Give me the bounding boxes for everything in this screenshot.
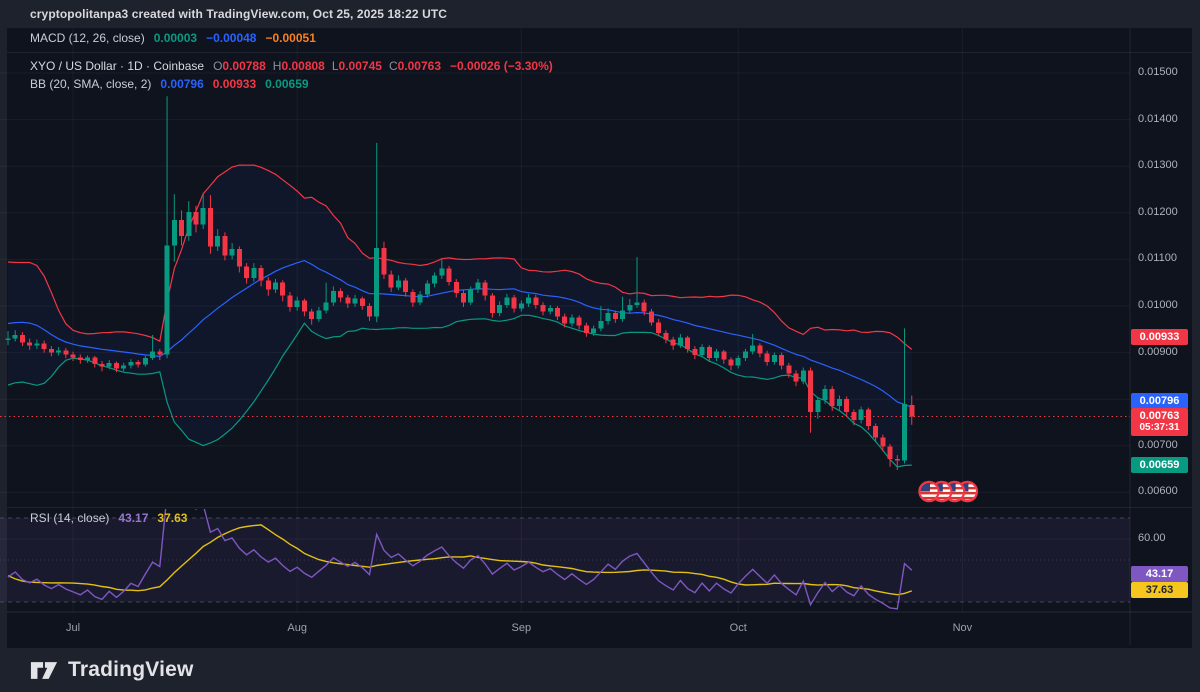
attribution-bar: cryptopolitanpa3 created with TradingVie… <box>0 0 1200 28</box>
tradingview-logo-link[interactable]: TradingView <box>30 658 194 683</box>
chart-background <box>7 28 1192 648</box>
bar-countdown: 05:37:31 <box>1139 422 1180 434</box>
price-label-0.00900: 0.00900 <box>1138 345 1178 358</box>
bb-legend: BB (20, SMA, close, 2) 0.00796 0.00933 0… <box>30 77 309 91</box>
current-price-badge: 0.00763 05:37:31 <box>1131 408 1188 437</box>
month-label-Jul: Jul <box>66 622 81 634</box>
rsi-legend: RSI (14, close) 43.17 37.63 <box>30 511 187 525</box>
price-label-0.01200: 0.01200 <box>1138 205 1178 218</box>
rsi-value: 43.17 <box>118 511 149 525</box>
bb-legend-title[interactable]: BB (20, SMA, close, 2) <box>30 77 152 91</box>
indicator-price-badge: 0.00659 <box>1131 456 1188 473</box>
tradingview-logo-icon <box>30 661 58 679</box>
rsi-value-badge: 43.17 <box>1131 566 1188 583</box>
month-label-Sep: Sep <box>511 622 532 634</box>
indicator-price-badge: 0.00933 <box>1131 329 1188 346</box>
bb-upper-line <box>7 164 913 350</box>
bb-basis-line <box>7 259 913 408</box>
macd-signal-value: −0.00051 <box>265 31 316 45</box>
event-markers[interactable] <box>918 480 979 503</box>
macd-legend: MACD (12, 26, close) 0.00003 −0.00048 −0… <box>30 31 316 45</box>
price-label-0.01400: 0.01400 <box>1138 112 1178 125</box>
macd-line-value: −0.00048 <box>206 31 257 45</box>
bb-fill <box>8 165 912 467</box>
ohlc-item: H0.00808 <box>272 59 325 73</box>
rsi-label-60: 60.00 <box>1138 532 1166 544</box>
price-label-0.01000: 0.01000 <box>1138 299 1178 311</box>
ohlc-values: O0.00788 H0.00808 L0.00745 C0.00763 <box>213 59 441 73</box>
rsi-plot <box>7 509 913 610</box>
tradingview-logo-text: TradingView <box>68 658 194 681</box>
price-label-0.00700: 0.00700 <box>1138 438 1178 451</box>
month-label-Nov: Nov <box>952 622 973 634</box>
footer-bar: TradingView <box>0 648 1200 692</box>
candles <box>5 96 915 471</box>
ohlc-item: O0.00788 <box>213 59 266 73</box>
bb-upper-value: 0.00933 <box>212 77 257 91</box>
us-flag-event-icon[interactable] <box>918 480 940 503</box>
ohlc-item: C0.00763 <box>388 59 441 73</box>
change-value: −0.00026 (−3.30%) <box>450 59 553 73</box>
pane-separator-macd[interactable] <box>7 52 1192 53</box>
symbol-legend: XYO / US Dollar · 1D · Coinbase O0.00788… <box>30 59 553 73</box>
month-label-Aug: Aug <box>287 622 307 634</box>
indicator-price-badge: 0.00796 <box>1131 393 1188 410</box>
month-label-Oct: Oct <box>729 622 747 634</box>
rsi-legend-title[interactable]: RSI (14, close) <box>30 511 110 525</box>
macd-histogram-value: 0.00003 <box>153 31 198 45</box>
ohlc-item: L0.00745 <box>331 59 382 73</box>
price-label-0.00600: 0.00600 <box>1138 485 1178 498</box>
price-label-0.01300: 0.01300 <box>1138 159 1178 172</box>
price-label-0.01500: 0.01500 <box>1138 66 1178 78</box>
pane-separator-rsi[interactable] <box>7 507 1192 508</box>
price-label-0.01100: 0.01100 <box>1138 252 1177 265</box>
rsi-ma-value: 37.63 <box>157 511 188 525</box>
macd-legend-title[interactable]: MACD (12, 26, close) <box>30 31 145 45</box>
bb-lower-value: 0.00659 <box>265 77 309 91</box>
bb-basis-value: 0.00796 <box>160 77 204 91</box>
symbol-title[interactable]: XYO / US Dollar · 1D · Coinbase <box>30 59 205 73</box>
rsi-ma-badge: 37.63 <box>1131 582 1188 599</box>
bb-lower-line <box>7 314 912 468</box>
attribution-text: cryptopolitanpa3 created with TradingVie… <box>30 7 448 21</box>
